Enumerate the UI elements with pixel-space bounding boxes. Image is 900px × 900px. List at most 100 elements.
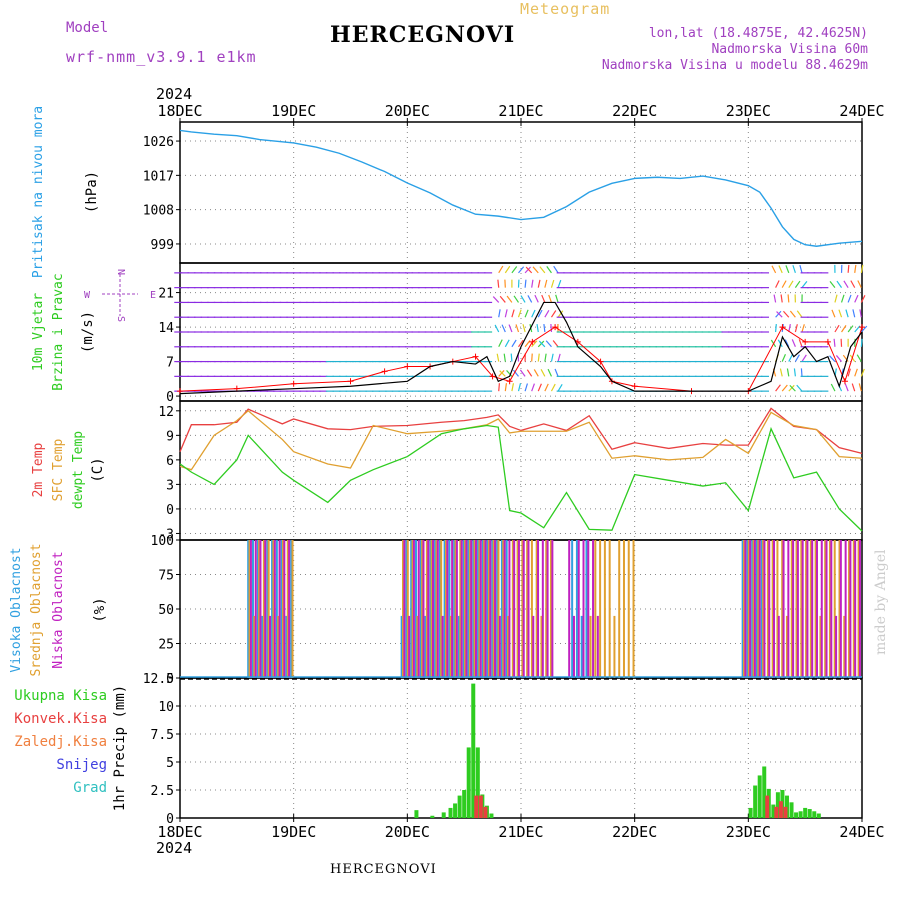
wind-arrow xyxy=(544,353,547,362)
lonlat-label: lon,lat (18.4875E, 42.4625N) xyxy=(648,26,868,41)
gust-marker xyxy=(597,358,604,365)
y-tick-label: 0 xyxy=(166,390,174,405)
wind-arrow xyxy=(829,280,836,289)
y-tick-label: 50 xyxy=(158,603,174,618)
y-tick-label: 3 xyxy=(166,478,174,493)
wind-arrow xyxy=(537,309,543,318)
y-tick-label: 2.5 xyxy=(151,784,174,799)
wind-arrow xyxy=(847,368,851,377)
x-tick-label-top: 22DEC xyxy=(612,102,657,120)
temp-line-sfc xyxy=(179,409,863,471)
y-tick-label: 75 xyxy=(158,569,174,584)
cloud-axis-label-low: Niska Oblacnost xyxy=(51,551,66,668)
y-tick-label: 14 xyxy=(158,321,174,336)
x-tick-label-top: 24DEC xyxy=(839,102,884,120)
gust-marker xyxy=(347,378,354,385)
wind-arrow xyxy=(785,265,790,274)
wind-arrow xyxy=(844,383,849,392)
wind-arrows-group xyxy=(174,264,868,392)
wind-arrow xyxy=(517,309,522,318)
gust-marker xyxy=(381,368,388,375)
year-label-top: 2024 xyxy=(156,85,192,103)
x-tick-label-bottom: 19DEC xyxy=(271,823,316,841)
gust-marker xyxy=(472,353,479,360)
wind-arrow xyxy=(527,295,533,303)
wind-arrow xyxy=(526,369,533,377)
compass-west: W xyxy=(84,290,91,301)
wind-arrow xyxy=(800,368,803,377)
gust-marker xyxy=(529,338,536,345)
wind-arrow xyxy=(776,311,783,318)
gust-marker xyxy=(552,324,559,331)
wind-arrow xyxy=(524,383,529,392)
wind-arrow xyxy=(531,309,536,318)
wind-arrow xyxy=(499,295,506,303)
wind-arrow xyxy=(498,370,505,377)
wind-arrow xyxy=(798,339,803,347)
wind-arrow xyxy=(504,383,508,392)
wind-arrow xyxy=(496,353,500,362)
wind-arrow xyxy=(543,323,546,333)
wind-arrow xyxy=(794,324,798,333)
precip-total-bar xyxy=(453,803,458,818)
precip-total-bar xyxy=(475,747,480,818)
gust-marker xyxy=(489,373,496,380)
wind-arrow xyxy=(779,368,783,377)
wind-arrow xyxy=(517,383,522,392)
pressure-line xyxy=(179,129,863,247)
precip-total-bar xyxy=(430,815,435,818)
y-tick-label: 1017 xyxy=(143,169,174,184)
wind-arrow xyxy=(782,310,790,318)
wind-arrow xyxy=(537,353,540,362)
wind-arrow xyxy=(534,294,539,303)
model-elevation-label: Nadmorska Visina u modelu 88.4629m xyxy=(601,58,868,73)
wind-arrow xyxy=(847,294,852,303)
wind-axis-label-1: 10m Vjetar xyxy=(31,293,46,371)
wind-arrow xyxy=(499,370,506,377)
wind-arrow xyxy=(845,309,849,318)
wind-arrow xyxy=(557,353,561,362)
y-tick-label: 0 xyxy=(166,503,174,518)
wind-arrow xyxy=(860,368,865,377)
wind-arrow xyxy=(840,294,845,303)
page-title: HERCEGNOVI xyxy=(330,22,516,48)
precip-total-bar xyxy=(771,804,776,818)
wind-arrow xyxy=(544,383,549,392)
wind-arrow xyxy=(778,265,783,274)
wind-arrow xyxy=(835,355,842,362)
y-tick-label: 12.5 xyxy=(143,672,174,687)
wind-arrow xyxy=(789,384,796,392)
wind-arrow xyxy=(537,340,545,348)
wind-arrow xyxy=(498,309,501,318)
x-tick-label-bottom: 20DEC xyxy=(385,823,430,841)
wind-arrow xyxy=(781,384,788,392)
wind-arrow xyxy=(847,264,850,273)
wind-arrow xyxy=(791,339,796,348)
wind-arrow xyxy=(854,264,857,273)
wind-axis-label-2: Brzina i Pravac xyxy=(51,273,66,390)
wind-arrow xyxy=(547,368,553,377)
wind-arrow xyxy=(531,353,533,362)
temp-line-dewpt xyxy=(179,424,863,532)
wind-arrow xyxy=(550,353,554,362)
precip-total-bar xyxy=(462,790,467,818)
wind-arrow xyxy=(524,309,529,318)
y-tick-label: 25 xyxy=(158,638,174,653)
wind-arrow xyxy=(550,310,557,318)
wind-arrow xyxy=(511,309,515,318)
wind-arrow xyxy=(545,340,552,348)
gust-marker xyxy=(824,338,831,345)
precip-total-bar xyxy=(748,807,753,818)
precip-total-bar xyxy=(789,802,794,818)
wind-arrow xyxy=(519,369,526,377)
precip-total-bar xyxy=(794,812,799,818)
wind-arrow xyxy=(501,324,506,333)
wind-arrow xyxy=(850,280,856,288)
x-tick-label-bottom: 21DEC xyxy=(498,823,543,841)
temp-line-2m xyxy=(179,407,863,454)
pressure-axis-label: Pritisak na nivou mora xyxy=(31,106,46,278)
wind-arrow xyxy=(858,383,862,392)
y-tick-label: -3 xyxy=(158,527,174,542)
wind-arrow xyxy=(524,266,531,274)
x-tick-label-bottom: 23DEC xyxy=(726,823,771,841)
